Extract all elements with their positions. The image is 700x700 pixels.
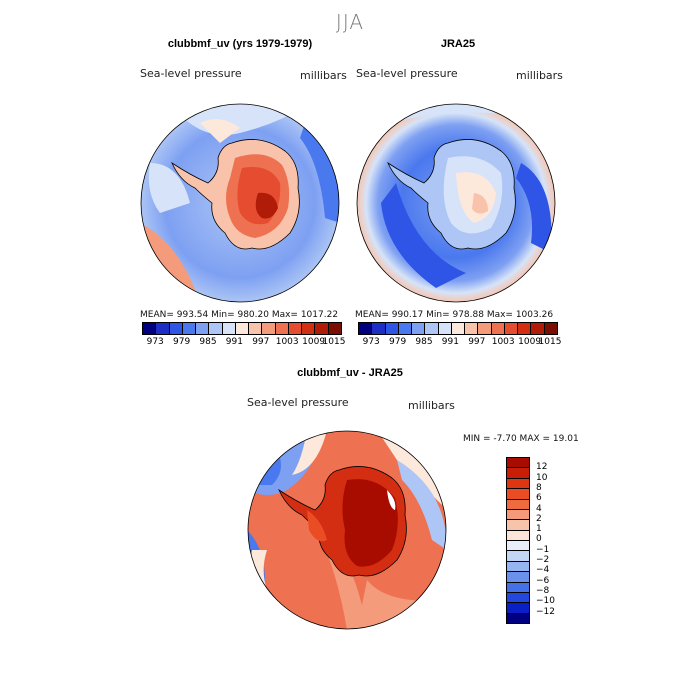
colorbar-2-tick: 1009 [518,337,542,347]
colorbar-3-swatch-1 [507,468,529,479]
colorbar-3-tick: 10 [536,472,548,483]
panel-2-polar-map [356,103,556,303]
colorbar-1-swatch-3 [182,323,197,334]
colorbar-3-swatch-4 [507,499,529,510]
colorbar-1-swatch-13 [315,323,329,334]
panel-1-title: clubbmf_uv (yrs 1979-1979) [167,38,313,50]
colorbar-3-tick: 0 [536,534,542,545]
colorbar-1-swatch-10 [275,323,289,334]
colorbar-2-tick: 991 [441,337,459,347]
panel-2-units: millibars [516,69,563,82]
panel-2-title: JRA25 [440,38,476,50]
colorbar-3-tick: 6 [536,493,542,504]
panel-3-title: clubbmf_uv - JRA25 [297,367,403,379]
colorbar-2-tick: 1015 [538,337,562,347]
colorbar-1-tick: 979 [173,337,191,347]
colorbar-1-swatch-1 [156,323,170,334]
colorbar-3-tick: −2 [536,555,550,566]
panel-1-units: millibars [300,69,347,82]
colorbar-3-swatch-6 [507,520,529,531]
panel-3-field: Sea-level pressure [247,396,349,409]
colorbar-1-tick: 1015 [322,337,346,347]
colorbar-2-swatch-2 [385,323,399,334]
colorbar-2-swatch-0 [359,323,373,334]
colorbar-1-swatch-7 [235,323,250,334]
colorbar-1-tick: 985 [199,337,217,347]
colorbar-2-tick: 1003 [491,337,515,347]
panel-1-polar-map [140,103,340,303]
colorbar-2-swatch-1 [372,323,386,334]
colorbar-1-swatch-8 [249,323,263,334]
colorbar-3-tick: −4 [536,565,550,576]
panel-2-stats: MEAN= 990.17 Min= 978.88 Max= 1003.26 [355,310,554,320]
colorbar-2-tick: 985 [415,337,433,347]
colorbar-1-swatch-5 [209,323,223,334]
colorbar-1-swatch-11 [288,323,303,334]
colorbar-1-ticks: 973 979 985 991 997 1003 1009 1015 [142,337,346,349]
colorbar-3-tick: −10 [536,596,555,607]
panel-1-field: Sea-level pressure [140,67,242,80]
colorbar-1-swatch-9 [262,323,276,334]
colorbar-1-swatch-6 [222,323,236,334]
colorbar-3 [506,457,530,624]
colorbar-1-tick: 997 [252,337,270,347]
season-title: JJA [335,10,365,34]
colorbar-3-tick: 8 [536,482,542,493]
colorbar-3-swatch-0 [507,458,529,469]
colorbar-3-tick: 2 [536,513,542,524]
colorbar-3-swatch-13 [507,592,529,604]
colorbar-1-tick: 973 [146,337,164,347]
colorbar-1-tick: 1009 [302,337,326,347]
colorbar-2 [358,322,558,335]
colorbar-3-tick: −8 [536,586,550,596]
colorbar-2-swatch-4 [412,323,426,334]
colorbar-2-swatch-6 [438,323,452,334]
colorbar-2-ticks: 973 979 985 991 997 1003 1009 1015 [358,337,562,349]
colorbar-3-ticks: 12 10 8 6 4 2 1 0 −1 −2 −4 −6 −8 −10 −12 [536,457,576,622]
panel-3-polar-map [247,430,447,630]
colorbar-2-swatch-12 [518,323,532,334]
colorbar-1-swatch-14 [328,323,341,334]
colorbar-2-swatch-7 [451,323,466,334]
colorbar-2-swatch-3 [398,323,413,334]
colorbar-3-tick: 12 [536,462,548,473]
colorbar-3-tick: −1 [536,544,550,555]
colorbar-2-swatch-14 [544,323,557,334]
colorbar-3-swatch-14 [507,603,529,614]
colorbar-2-tick: 973 [362,337,380,347]
colorbar-2-swatch-13 [531,323,545,334]
panel-3-stats: MIN = -7.70 MAX = 19.01 [463,434,579,444]
colorbar-2-tick: 997 [468,337,486,347]
colorbar-2-swatch-10 [491,323,505,334]
colorbar-3-swatch-15 [507,613,529,623]
colorbar-3-swatch-11 [507,572,529,583]
colorbar-2-swatch-11 [504,323,519,334]
colorbar-2-swatch-9 [478,323,492,334]
colorbar-3-swatch-8 [507,541,529,552]
colorbar-3-swatch-9 [507,551,529,562]
colorbar-2-swatch-5 [425,323,439,334]
colorbar-1-tick: 991 [225,337,243,347]
panel-3-units: millibars [408,399,455,412]
colorbar-3-tick: −12 [536,606,555,617]
colorbar-3-swatch-12 [507,582,529,593]
colorbar-3-swatch-10 [507,561,529,573]
colorbar-3-tick: 1 [536,524,542,535]
colorbar-1-swatch-12 [302,323,316,334]
colorbar-3-swatch-7 [507,530,529,541]
colorbar-1-swatch-0 [143,323,157,334]
colorbar-3-tick: −6 [536,575,550,586]
colorbar-3-swatch-5 [507,509,529,521]
colorbar-2-swatch-8 [465,323,479,334]
colorbar-1-swatch-4 [196,323,210,334]
colorbar-3-tick: 4 [536,503,542,514]
panel-2-field: Sea-level pressure [356,67,458,80]
colorbar-3-swatch-2 [507,478,529,490]
panel-1-stats: MEAN= 993.54 Min= 980.20 Max= 1017.22 [140,310,339,320]
colorbar-1-swatch-2 [169,323,183,334]
colorbar-1 [142,322,342,335]
colorbar-3-swatch-3 [507,489,529,500]
colorbar-2-tick: 979 [389,337,407,347]
colorbar-1-tick: 1003 [275,337,299,347]
